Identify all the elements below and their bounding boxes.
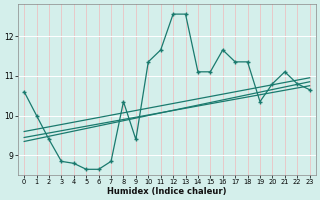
X-axis label: Humidex (Indice chaleur): Humidex (Indice chaleur)	[107, 187, 227, 196]
